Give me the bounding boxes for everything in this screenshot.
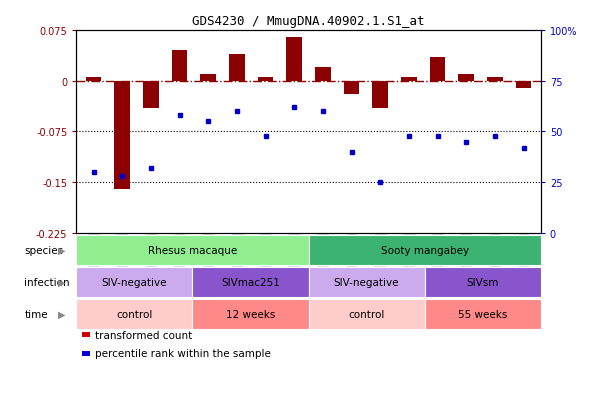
Bar xyxy=(143,81,159,109)
Text: time: time xyxy=(24,309,48,319)
Text: transformed count: transformed count xyxy=(95,330,192,340)
Bar xyxy=(458,75,474,81)
Text: Sooty mangabey: Sooty mangabey xyxy=(381,245,469,255)
Text: 55 weeks: 55 weeks xyxy=(458,309,507,319)
Bar xyxy=(401,78,417,81)
Text: percentile rank within the sample: percentile rank within the sample xyxy=(95,349,271,358)
Bar xyxy=(114,81,130,190)
Text: 12 weeks: 12 weeks xyxy=(226,309,275,319)
Bar xyxy=(487,78,503,81)
Bar xyxy=(258,78,274,81)
Text: ▶: ▶ xyxy=(58,245,65,255)
Bar xyxy=(516,81,532,88)
Bar xyxy=(372,81,388,109)
Text: ▶: ▶ xyxy=(58,277,65,287)
Text: SIVsm: SIVsm xyxy=(467,277,499,287)
Bar xyxy=(229,55,245,81)
Bar xyxy=(343,81,359,95)
Title: GDS4230 / MmugDNA.40902.1.S1_at: GDS4230 / MmugDNA.40902.1.S1_at xyxy=(192,15,425,28)
Text: species: species xyxy=(24,245,64,255)
Bar xyxy=(200,75,216,81)
Text: control: control xyxy=(116,309,153,319)
Text: control: control xyxy=(348,309,385,319)
Bar xyxy=(430,58,445,81)
Text: infection: infection xyxy=(24,277,70,287)
Text: SIV-negative: SIV-negative xyxy=(334,277,400,287)
Text: SIVmac251: SIVmac251 xyxy=(221,277,280,287)
Bar xyxy=(172,51,188,81)
Bar xyxy=(287,38,302,81)
Text: SIV-negative: SIV-negative xyxy=(101,277,167,287)
Text: ▶: ▶ xyxy=(58,309,65,319)
Text: Rhesus macaque: Rhesus macaque xyxy=(148,245,237,255)
Bar xyxy=(315,68,331,81)
Bar xyxy=(86,78,101,81)
